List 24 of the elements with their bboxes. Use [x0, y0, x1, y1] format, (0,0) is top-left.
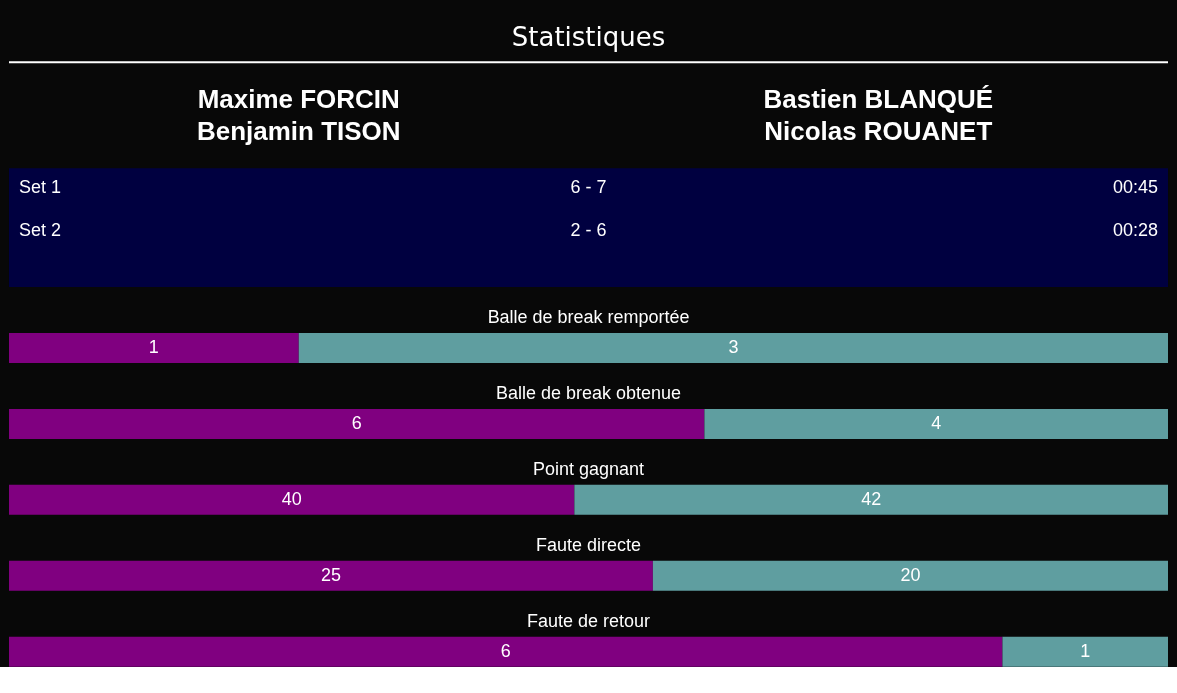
chart-title: Balle de break obtenue: [496, 382, 681, 403]
chart-title: Point gagnant: [533, 458, 644, 479]
text: 2 - 6: [570, 220, 607, 241]
data-label: 1: [1080, 640, 1091, 661]
text: Maxime FORCIN Benjamin TISON: [197, 84, 401, 147]
text: 00:28: [1113, 220, 1159, 241]
chart-title: Faute de retour: [527, 610, 650, 631]
chart-title: Balle de break remportée: [487, 307, 690, 328]
data-label: 20: [900, 564, 921, 585]
data-label: 6: [500, 640, 511, 661]
data-label: 40: [281, 488, 302, 509]
data-label: 1: [148, 336, 159, 357]
data-label: 6: [351, 412, 362, 433]
data-label: 3: [728, 336, 739, 357]
text: Bastien BLANQUÉ Nicolas ROUANET: [763, 84, 993, 147]
text: Statistiques: [511, 22, 666, 53]
data-label: 25: [320, 564, 341, 585]
data-label: 42: [861, 488, 882, 509]
text: Set 2: [18, 220, 61, 241]
data-label: 4: [931, 412, 942, 433]
text: 00:45: [1113, 177, 1159, 198]
text: 6 - 7: [570, 177, 607, 198]
chart-title: Faute directe: [536, 534, 641, 555]
text: Set 1: [18, 177, 61, 198]
